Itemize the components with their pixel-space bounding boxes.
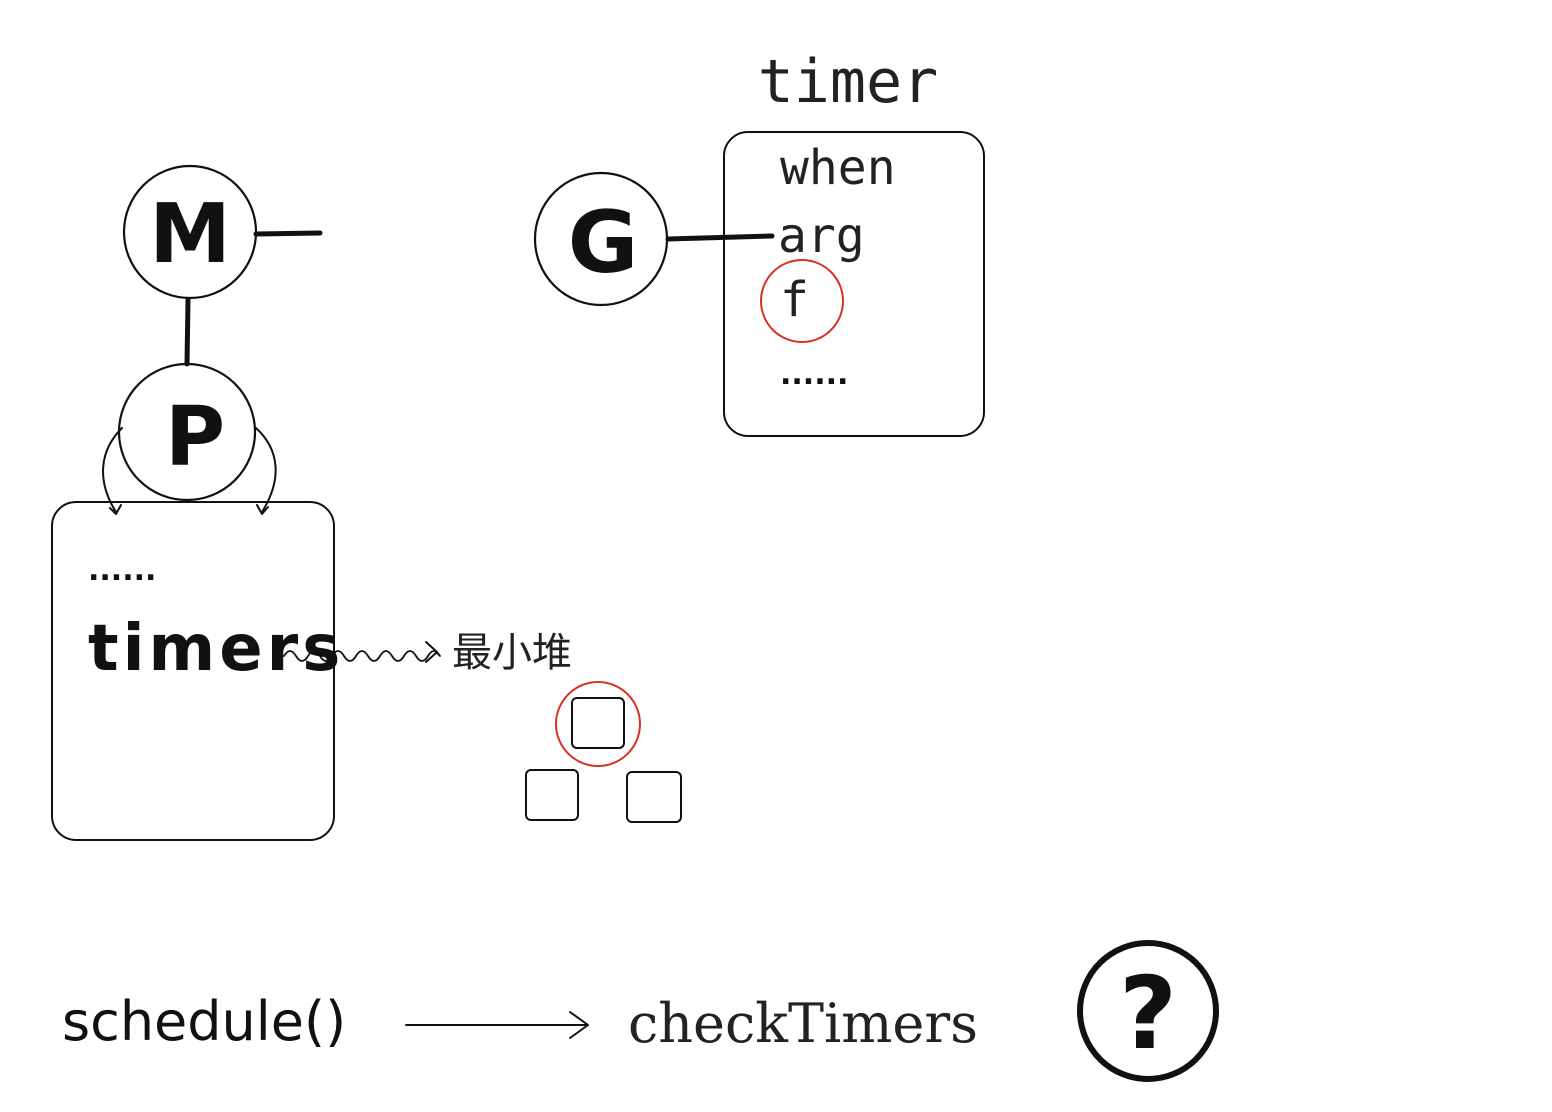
m-node: M: [122, 164, 258, 300]
timer-field-f: f: [780, 272, 809, 328]
check-timers-label: checkTimers: [628, 992, 978, 1055]
wavy-arrow: [283, 650, 441, 662]
m-p-link: [184, 297, 191, 367]
timer-field-when: when: [780, 140, 896, 196]
timer-struct-box: [723, 131, 985, 437]
question-mark: ?: [1119, 955, 1177, 1072]
m-link-line: [253, 230, 323, 237]
heap-label: 最小堆: [452, 630, 572, 676]
schedule-label: schedule(): [62, 990, 346, 1053]
p-right-arrow: [255, 427, 277, 513]
min-heap-tree: [525, 681, 682, 823]
p-box-dots: ......: [88, 553, 156, 588]
g-node: G: [533, 171, 669, 307]
timer-title: timer: [758, 47, 939, 117]
p-node: P: [117, 362, 257, 502]
f-highlight: [760, 259, 844, 343]
timer-field-more: ......: [780, 357, 848, 392]
p-box-timers: timers: [88, 612, 344, 686]
timer-field-arg: arg: [778, 208, 865, 264]
p-struct-box: [51, 501, 335, 841]
p-label: P: [165, 390, 225, 485]
m-label: M: [149, 187, 231, 282]
g-label: G: [568, 193, 639, 293]
question-icon: ?: [1077, 940, 1219, 1082]
g-arg-link: [665, 233, 775, 242]
heap-right-node: [626, 771, 682, 823]
heap-root-highlight: [555, 681, 641, 767]
heap-left-node: [525, 769, 579, 821]
heap-root-node: [571, 697, 625, 749]
